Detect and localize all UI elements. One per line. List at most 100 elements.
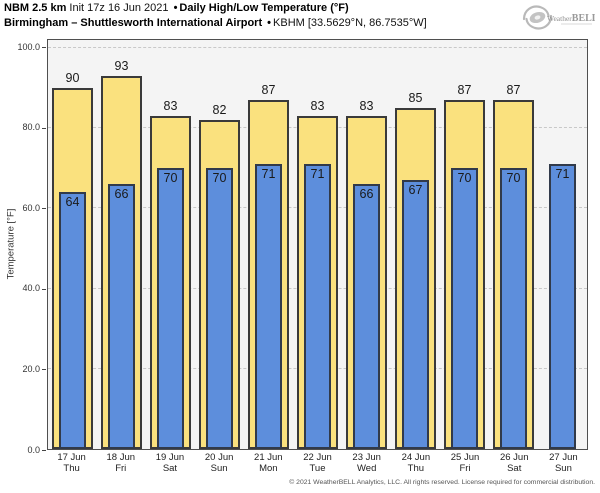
plot-area: 90 64 93 66 83 70 82 70 87 71 83 71 83 66 85 67 87 70 87 70…	[47, 39, 588, 450]
high-value-label: 87	[261, 83, 276, 98]
low-bar	[206, 168, 233, 449]
logo-text-bell: BELL	[572, 13, 595, 24]
x-tick-weekday: Thu	[407, 462, 425, 474]
low-bar	[451, 168, 478, 449]
x-tick-date: 22 Jun	[303, 452, 332, 463]
separator-dot: •	[267, 17, 272, 29]
x-tick-label: 17 Jun Thu	[40, 452, 104, 474]
x-tick-weekday: Mon	[259, 462, 278, 474]
bar-group: 87 70	[440, 40, 489, 449]
x-tick-date: 23 Jun	[352, 452, 381, 463]
high-value-label: 87	[506, 83, 521, 98]
station-name: Birmingham – Shuttlesworth International…	[4, 17, 263, 29]
y-tick-mark	[42, 369, 46, 371]
x-tick-label: 21 Jun Mon	[236, 452, 300, 474]
x-tick-label: 19 Jun Sat	[138, 452, 202, 474]
x-tick-label: 27 Jun Sun	[531, 452, 595, 474]
logo-text-weather: Weather	[547, 14, 572, 23]
bar-group: 83 66	[342, 40, 391, 449]
low-value-label: 70	[457, 171, 472, 186]
high-value-label: 83	[163, 99, 178, 114]
y-tick-label: 100.0	[17, 41, 40, 52]
y-axis-title: Temperature [°F]	[5, 208, 17, 280]
low-bar	[500, 168, 527, 449]
low-value-label: 70	[212, 171, 227, 186]
x-tick-weekday: Thu	[63, 462, 80, 474]
low-bar	[59, 192, 86, 449]
high-value-label: 85	[408, 91, 423, 106]
x-tick-weekday: Fri	[459, 462, 471, 474]
y-tick-mark	[42, 208, 46, 210]
high-value-label: 87	[457, 83, 472, 98]
title-line-1: NBM 2.5 km Init 17z 16 Jun 2021 • Daily H…	[4, 1, 427, 16]
y-tick-mark	[42, 450, 46, 451]
x-tick-label: 26 Jun Sat	[482, 452, 546, 474]
low-value-label: 71	[261, 167, 276, 182]
low-bar	[108, 184, 135, 449]
low-bar	[157, 168, 184, 449]
low-bar	[304, 164, 331, 449]
low-value-label: 70	[506, 171, 521, 186]
x-tick-label: 18 Jun Fri	[89, 452, 153, 474]
x-tick-weekday: Sat	[507, 462, 522, 474]
low-bar	[549, 164, 576, 449]
high-value-label: 83	[359, 99, 374, 114]
bar-group: 82 70	[195, 40, 244, 449]
y-tick-mark	[42, 47, 46, 49]
x-tick-label: 23 Jun Wed	[335, 452, 399, 474]
low-bar	[353, 184, 380, 449]
init-time: Init 17z 16 Jun 2021	[69, 2, 169, 14]
y-tick-mark	[42, 127, 46, 129]
x-tick-date: 27 Jun	[549, 452, 578, 463]
copyright-text: © 2021 WeatherBELL Analytics, LLC. All r…	[289, 479, 595, 486]
bar-group: 90 64	[48, 40, 97, 449]
low-bar	[402, 180, 429, 449]
high-value-label: 82	[212, 103, 227, 118]
bar-group: 93 66	[97, 40, 146, 449]
high-value-label: 90	[65, 71, 80, 86]
x-tick-label: 25 Jun Fri	[433, 452, 497, 474]
chart-header: NBM 2.5 km Init 17z 16 Jun 2021 • Daily H…	[4, 1, 427, 31]
low-value-label: 67	[408, 183, 423, 198]
y-tick-label: 80.0	[22, 122, 40, 133]
station-id: KBHM [33.5629°N, 86.7535°W]	[273, 17, 427, 29]
bar-group: 87 70	[489, 40, 538, 449]
x-tick-date: 20 Jun	[204, 452, 234, 463]
bar-group: 83 70	[146, 40, 195, 449]
x-tick-label: 24 Jun Thu	[384, 452, 448, 474]
x-tick-date: 21 Jun	[254, 452, 283, 463]
x-tick-date: 18 Jun	[106, 452, 136, 463]
x-tick-label: 22 Jun Tue	[286, 452, 350, 474]
high-value-label: 83	[310, 99, 325, 114]
x-tick-date: 26 Jun	[499, 452, 529, 463]
hurricane-swirl-icon: WeatherBELL	[522, 5, 599, 30]
low-value-label: 64	[65, 195, 80, 210]
low-value-label: 66	[359, 187, 374, 202]
x-tick-weekday: Sun	[210, 462, 228, 474]
x-tick-weekday: Sun	[554, 462, 572, 474]
y-tick-mark	[42, 288, 46, 290]
y-tick-label: 20.0	[22, 363, 40, 374]
svg-text:WeatherBELL: WeatherBELL	[547, 13, 595, 24]
low-value-label: 71	[555, 167, 570, 182]
low-value-label: 70	[163, 171, 178, 186]
low-value-label: 71	[310, 167, 325, 182]
separator-dot: •	[173, 2, 178, 14]
high-value-label: 93	[114, 59, 129, 74]
title-line-2: Birmingham – Shuttlesworth International…	[4, 16, 427, 31]
y-tick-label: 60.0	[22, 202, 40, 213]
y-tick-label: 0.0	[27, 444, 40, 455]
x-tick-weekday: Wed	[356, 462, 377, 474]
bar-group: 71	[538, 40, 587, 449]
model-name: NBM 2.5 km	[4, 2, 67, 14]
weatherbell-logo: WeatherBELL	[521, 2, 599, 34]
low-value-label: 66	[114, 187, 129, 202]
y-tick-label: 40.0	[22, 283, 40, 294]
x-tick-weekday: Fri	[115, 462, 127, 474]
x-tick-date: 17 Jun	[57, 452, 86, 463]
bar-group: 85 67	[391, 40, 440, 449]
gridline	[48, 47, 587, 49]
x-tick-date: 19 Jun	[155, 452, 185, 463]
low-bar	[255, 164, 282, 449]
